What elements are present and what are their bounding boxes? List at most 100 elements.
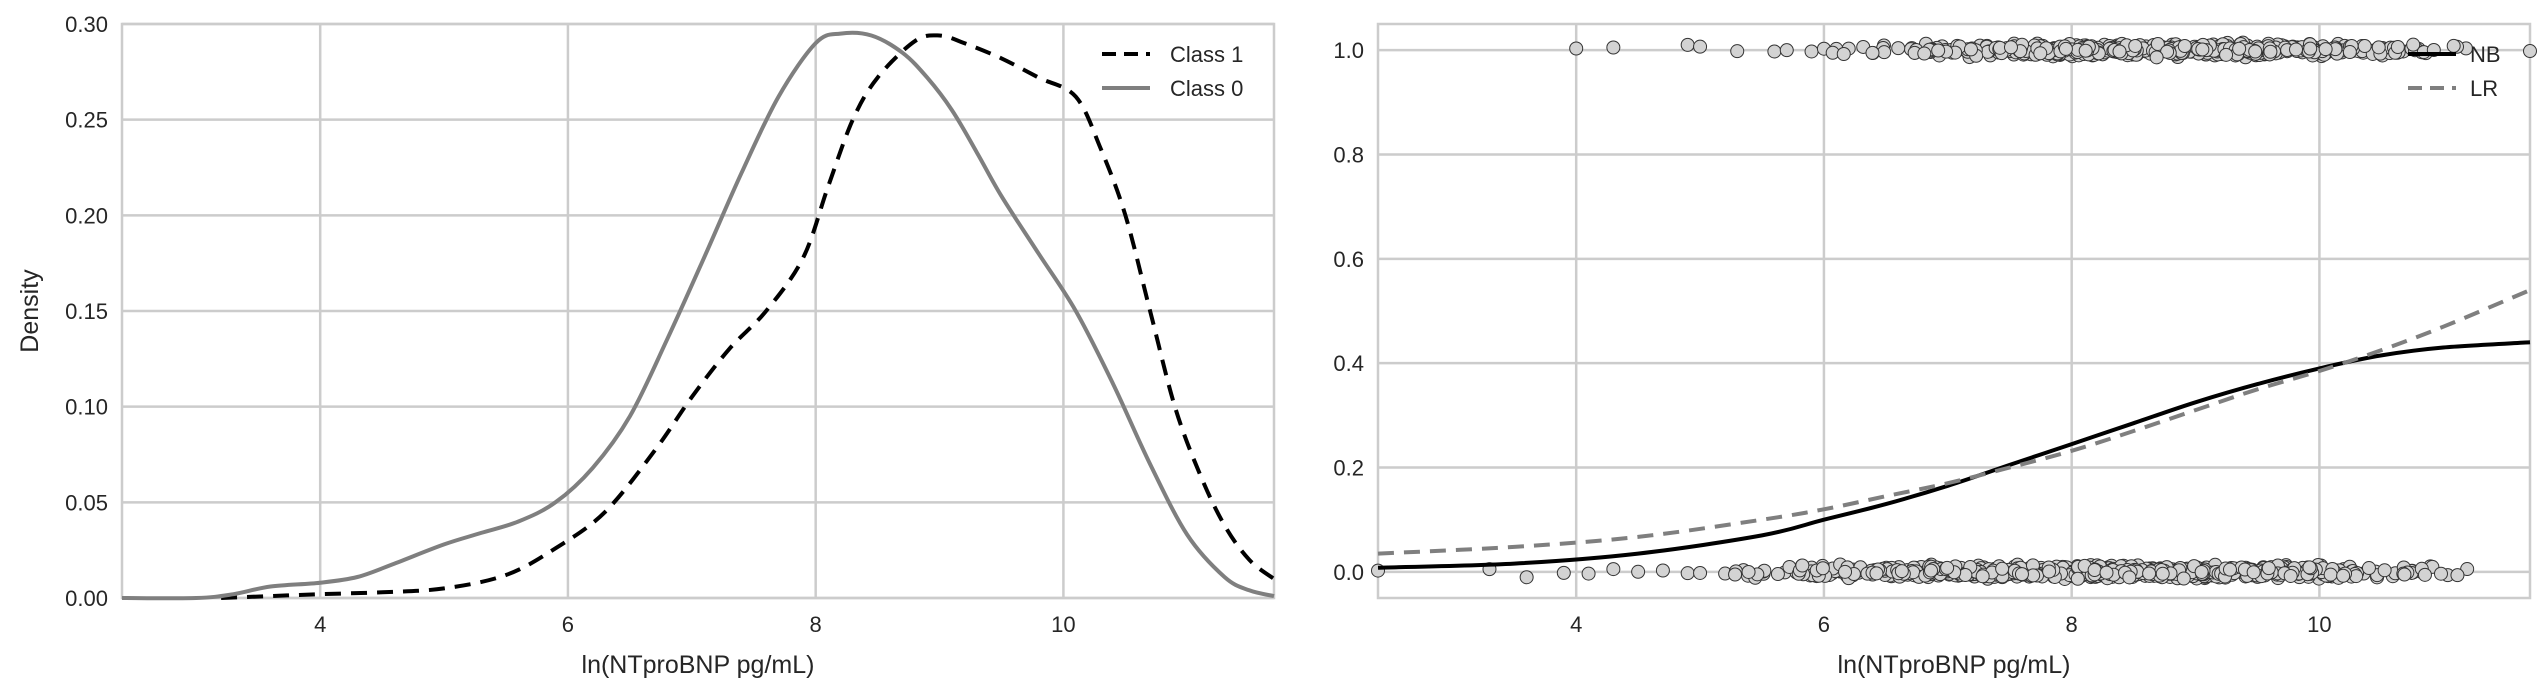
legend-right: NB LR: [2408, 42, 2501, 101]
scatter-point-class-0: [2417, 567, 2432, 582]
scatter-point-class-1: [1767, 44, 1782, 59]
scatter-point-class-0: [2070, 571, 2085, 586]
scatter-point-class-0: [2099, 565, 2114, 580]
y-tick-label: 0.8: [1333, 142, 1364, 167]
scatter-point-class-1: [2371, 40, 2386, 55]
y-tick-label: 0.05: [65, 490, 108, 515]
scatter-point-class-1: [1865, 45, 1880, 60]
scatter-point-class-1: [2390, 39, 2405, 54]
scatter-point-class-1: [1931, 43, 1946, 58]
scatter-point-class-1: [1963, 42, 1978, 57]
y-tick-label: 0.10: [65, 395, 108, 420]
scatter-point-class-0: [1770, 567, 1785, 582]
scatter-point-class-0: [1869, 566, 1884, 581]
scatter-point-class-0: [2142, 566, 2157, 581]
scatter-point-class-0: [2014, 567, 2029, 582]
series-line-nb: [1377, 340, 2531, 570]
scatter-point-class-0: [2176, 571, 2191, 586]
legend-label-class-1: Class 1: [1170, 42, 1243, 67]
plot-area-right: [1376, 22, 2532, 600]
legend-label-class-0: Class 0: [1170, 76, 1243, 101]
y-tick-label: 0.6: [1333, 247, 1364, 272]
scatter-point-class-1: [2128, 38, 2143, 53]
scatter-point-class-1: [2406, 37, 2421, 52]
x-tick-label: 10: [2307, 612, 2331, 637]
scatter-point-class-1: [2446, 38, 2461, 53]
scatter-point-class-1: [1606, 40, 1621, 55]
y-tick-label: 0.2: [1333, 456, 1364, 481]
ticks-left: 4 6 8 10 0.00 0.05 0.10 0.15 0.20 0.25 0.30: [65, 12, 1075, 637]
scatter-point-class-0: [2222, 562, 2237, 577]
scatter-point-class-0: [1838, 564, 1853, 579]
scatter-point-class-0: [2377, 563, 2392, 578]
scatter-point-class-1: [2357, 39, 2372, 54]
scatter-point-class-0: [1581, 566, 1596, 581]
scatter-point-class-0: [2283, 568, 2298, 583]
scatter-point-class-0: [2155, 566, 2170, 581]
scatter-point-class-0: [1741, 564, 1756, 579]
scatter-point-class-1: [1877, 45, 1892, 60]
scatter-point-class-0: [2361, 561, 2376, 576]
x-axis-label-left: ln(NTproBNP pg/mL): [582, 651, 815, 679]
scatter-point-class-0: [1924, 563, 1939, 578]
probability-chart: 4 6 8 10 0.0 0.2 0.4 0.6 0.8 1.0 ln(NTproBNP pg/m…: [1333, 22, 2537, 679]
scatter-point-class-1: [2342, 45, 2357, 60]
scatter-point-class-0: [2246, 565, 2261, 580]
series-line-class-1: [221, 33, 1276, 600]
scatter-point-class-1: [1779, 43, 1794, 58]
scatter-point-class-0: [1975, 569, 1990, 584]
scatter-point-class-1: [2149, 50, 2164, 65]
series-left: [121, 30, 1276, 601]
series-line-lr: [1377, 288, 2531, 556]
x-tick-label: 4: [1570, 612, 1582, 637]
scatter-point-class-0: [1606, 562, 1621, 577]
y-axis-label-left: Density: [16, 269, 44, 353]
scatter-point-class-1: [2033, 46, 2048, 61]
y-tick-label: 0.20: [65, 203, 108, 228]
scatter-point-class-0: [2122, 570, 2137, 585]
scatter-point-class-1: [2195, 42, 2210, 57]
scatter-point-class-0: [2433, 566, 2448, 581]
scatter-point-class-1: [2263, 44, 2278, 59]
scatter-point-class-0: [1519, 570, 1534, 585]
scatter-point-class-1: [2177, 39, 2192, 54]
scatter-point-class-1: [1804, 44, 1819, 59]
scatter-point-class-1: [2303, 41, 2318, 56]
scatter-point-class-1: [1693, 39, 1708, 54]
scatter-point-class-1: [2219, 47, 2234, 62]
scatter-point-class-1: [1730, 44, 1745, 59]
series-line-class-0: [121, 30, 1275, 601]
scatter-point-class-0: [2302, 560, 2317, 575]
scatter-point-class-1: [1569, 41, 1584, 56]
x-tick-label: 8: [2066, 612, 2078, 637]
y-tick-label: 0.30: [65, 12, 108, 37]
legend-label-nb: NB: [2470, 42, 2501, 67]
scatter-point-class-0: [1940, 560, 1955, 575]
y-tick-label: 0.25: [65, 108, 108, 133]
x-tick-label: 6: [1818, 612, 1830, 637]
x-tick-label: 10: [1051, 612, 1075, 637]
legend-left: Class 1 Class 0: [1102, 42, 1243, 101]
scatter-point-class-1: [2232, 41, 2247, 56]
scatter-points: [1371, 35, 2537, 586]
x-axis-label-right: ln(NTproBNP pg/mL): [1838, 651, 2071, 679]
scatter-point-class-0: [1995, 561, 2010, 576]
ticks-right: 4 6 8 10 0.0 0.2 0.4 0.6 0.8 1.0: [1333, 38, 2331, 637]
y-tick-label: 0.15: [65, 299, 108, 324]
y-tick-label: 0.4: [1333, 351, 1364, 376]
scatter-point-class-0: [2042, 564, 2057, 579]
scatter-point-class-0: [2323, 567, 2338, 582]
scatter-point-class-0: [2261, 561, 2276, 576]
scatter-point-class-1: [2289, 42, 2304, 57]
legend-label-lr: LR: [2470, 76, 2498, 101]
scatter-point-class-1: [1680, 37, 1695, 52]
scatter-point-class-1: [2003, 40, 2018, 55]
scatter-point-class-0: [2194, 564, 2209, 579]
scatter-point-class-1: [2248, 44, 2263, 59]
scatter-point-class-1: [2523, 44, 2537, 59]
y-tick-label: 0.00: [65, 586, 108, 611]
y-tick-label: 1.0: [1333, 38, 1364, 63]
scatter-point-class-0: [2336, 568, 2351, 583]
scatter-point-class-0: [1680, 566, 1695, 581]
